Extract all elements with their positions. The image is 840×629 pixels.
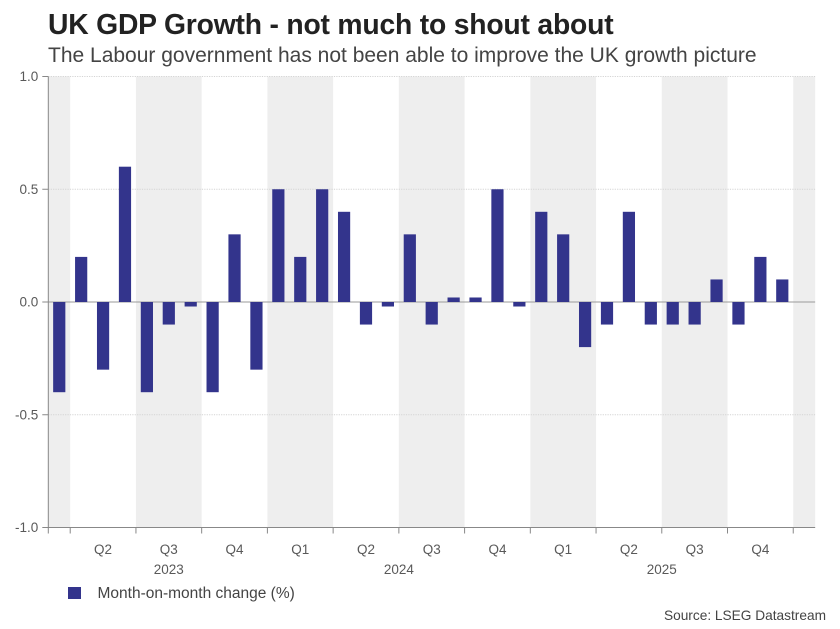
svg-text:Q1: Q1 <box>291 542 309 557</box>
svg-text:Q2: Q2 <box>94 542 112 557</box>
svg-text:Q3: Q3 <box>686 542 704 557</box>
svg-text:Q2: Q2 <box>620 542 638 557</box>
svg-text:Q4: Q4 <box>488 542 507 557</box>
svg-text:Q4: Q4 <box>751 542 770 557</box>
svg-text:-0.5: -0.5 <box>15 407 38 422</box>
svg-text:Q3: Q3 <box>160 542 178 557</box>
svg-text:2024: 2024 <box>384 562 415 577</box>
svg-text:Q1: Q1 <box>554 542 572 557</box>
svg-text:Q3: Q3 <box>423 542 441 557</box>
svg-text:0.0: 0.0 <box>20 295 39 310</box>
svg-text:Q4: Q4 <box>226 542 245 557</box>
svg-text:2025: 2025 <box>647 562 677 577</box>
svg-text:-1.0: -1.0 <box>15 520 38 535</box>
svg-text:Q2: Q2 <box>357 542 375 557</box>
svg-text:1.0: 1.0 <box>20 69 39 84</box>
svg-text:0.5: 0.5 <box>20 182 39 197</box>
svg-text:2023: 2023 <box>154 562 184 577</box>
